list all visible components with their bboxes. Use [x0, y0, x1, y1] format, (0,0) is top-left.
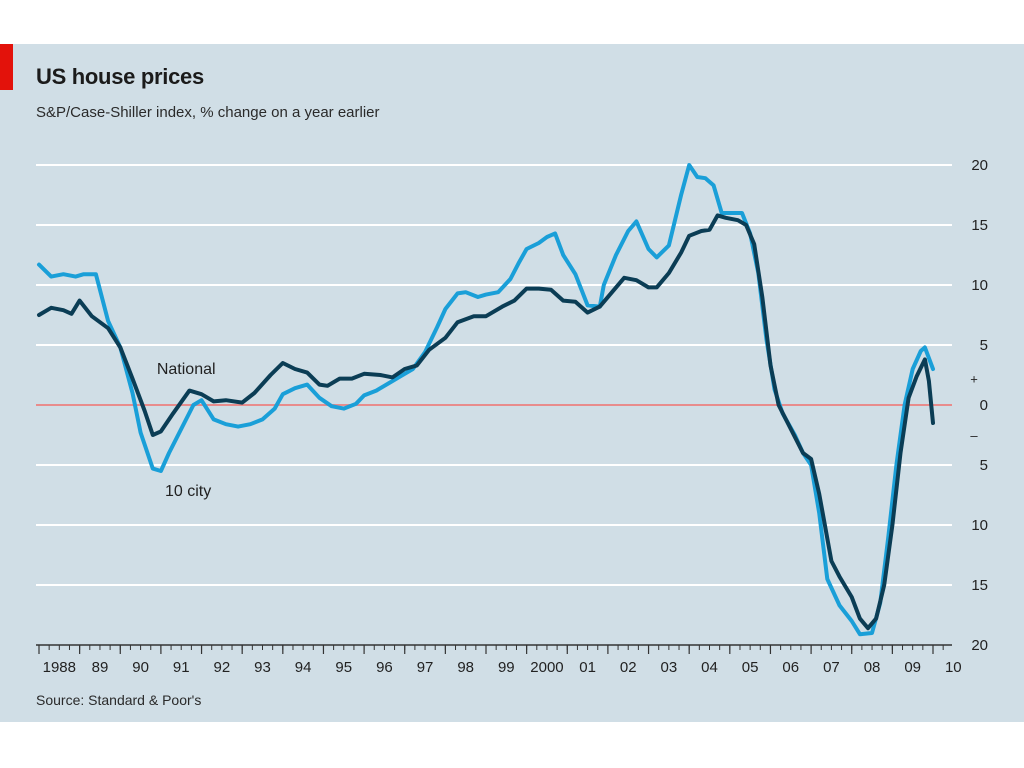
x-tick-label: 06 — [782, 659, 799, 676]
grid-lines — [36, 164, 952, 586]
y-tick-label: 15 — [971, 577, 988, 594]
x-tick-label: 99 — [498, 659, 515, 676]
accent-tab — [0, 44, 13, 90]
x-tick-label: 07 — [823, 659, 840, 676]
x-axis: 1988 89 90 91 92 93 94 95 96 97 98 99 2000 01 02 03 04 05… — [36, 644, 962, 676]
x-tick-label: 93 — [254, 659, 271, 676]
y-tick-label: 20 — [971, 157, 988, 174]
x-tick-label: 97 — [417, 659, 434, 676]
series-line-national — [37, 213, 935, 631]
x-tick-label: 90 — [132, 659, 149, 676]
x-tick-label: 92 — [214, 659, 231, 676]
y-tick-label: 5 — [980, 337, 988, 354]
x-tick-label: 98 — [457, 659, 474, 676]
annotations: National 10 city — [157, 361, 216, 500]
minus-sign-label: – — [970, 428, 978, 443]
y-tick-label: 15 — [971, 217, 988, 234]
x-tick-label: 01 — [579, 659, 596, 676]
y-tick-label: 20 — [971, 637, 988, 654]
chart-source: Source: Standard & Poor's — [36, 692, 202, 708]
x-tick-label: 10 — [945, 659, 962, 676]
x-tick-label: 94 — [295, 659, 312, 676]
x-tick-label: 95 — [335, 659, 352, 676]
series-label-national: National — [157, 361, 216, 378]
x-tick-label: 08 — [864, 659, 881, 676]
x-tick-label: 09 — [904, 659, 921, 676]
y-tick-label: 10 — [971, 277, 988, 294]
series-label-10-city: 10 city — [165, 483, 211, 500]
x-tick-label: 89 — [92, 659, 109, 676]
x-tick-label: 91 — [173, 659, 190, 676]
y-tick-label: 0 — [980, 397, 988, 414]
x-tick-label: 2000 — [530, 659, 563, 676]
x-tick-label: 02 — [620, 659, 637, 676]
x-tick-label: 05 — [742, 659, 759, 676]
x-tick-label: 1988 — [43, 659, 76, 676]
chart-subtitle: S&P/Case-Shiller index, % change on a ye… — [36, 104, 380, 121]
y-axis-ticks: 20 15 10 5 0 5 10 15 20 + – — [970, 157, 988, 654]
plus-sign-label: + — [970, 372, 978, 387]
series-line-10-city — [37, 163, 935, 637]
x-tick-label: 96 — [376, 659, 393, 676]
y-tick-label: 5 — [980, 457, 988, 474]
x-tick-label: 03 — [661, 659, 678, 676]
series-lines — [37, 163, 935, 637]
y-tick-label: 10 — [971, 517, 988, 534]
x-tick-label: 04 — [701, 659, 718, 676]
chart-title: US house prices — [36, 64, 204, 89]
chart-background — [0, 44, 1024, 722]
